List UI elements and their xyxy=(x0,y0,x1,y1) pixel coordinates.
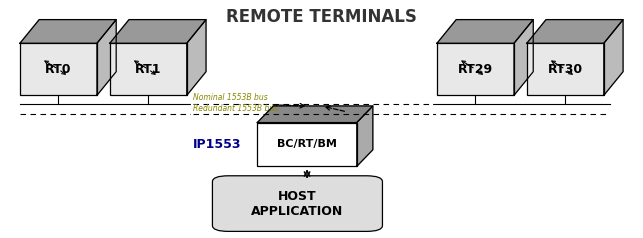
Bar xyxy=(437,43,514,95)
Polygon shape xyxy=(257,106,373,123)
Polygon shape xyxy=(437,20,533,43)
Bar xyxy=(20,43,97,95)
Text: BC/RT/BM: BC/RT/BM xyxy=(277,139,337,149)
Bar xyxy=(527,43,604,95)
Polygon shape xyxy=(514,20,533,95)
Text: RT30: RT30 xyxy=(548,63,583,76)
FancyBboxPatch shape xyxy=(212,176,383,231)
Text: Redundant 1553B bus: Redundant 1553B bus xyxy=(193,104,278,113)
Polygon shape xyxy=(604,20,623,95)
Polygon shape xyxy=(186,20,206,95)
Text: RT29: RT29 xyxy=(458,63,493,76)
Bar xyxy=(257,123,357,166)
Text: REMOTE TERMINALS: REMOTE TERMINALS xyxy=(226,8,417,26)
Text: Nominal 1553B bus: Nominal 1553B bus xyxy=(193,94,268,102)
Polygon shape xyxy=(97,20,116,95)
Polygon shape xyxy=(357,106,373,166)
Polygon shape xyxy=(110,20,206,43)
Text: HOST
APPLICATION: HOST APPLICATION xyxy=(251,190,343,218)
Text: RT0: RT0 xyxy=(45,63,71,76)
Text: IP1553: IP1553 xyxy=(193,138,241,151)
Polygon shape xyxy=(527,20,623,43)
Text: RT1: RT1 xyxy=(135,63,161,76)
Polygon shape xyxy=(20,20,116,43)
Bar xyxy=(110,43,186,95)
